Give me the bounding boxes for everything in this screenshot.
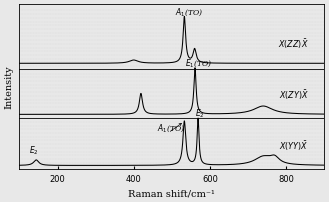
Text: $E_2$: $E_2$ bbox=[29, 144, 38, 156]
Text: $X(ZY)\bar{X}$: $X(ZY)\bar{X}$ bbox=[279, 88, 309, 102]
Text: $X(ZZ)\bar{X}$: $X(ZZ)\bar{X}$ bbox=[278, 37, 309, 51]
Text: $E_2$: $E_2$ bbox=[195, 107, 205, 119]
Text: $A_1$(TO): $A_1$(TO) bbox=[175, 6, 203, 18]
Text: $X(YY)\bar{X}$: $X(YY)\bar{X}$ bbox=[279, 139, 309, 153]
Y-axis label: Intensity: Intensity bbox=[5, 65, 14, 108]
Text: $E_1$(TO): $E_1$(TO) bbox=[186, 57, 213, 69]
Text: $A_1$(TO): $A_1$(TO) bbox=[157, 121, 186, 133]
X-axis label: Raman shift/cm⁻¹: Raman shift/cm⁻¹ bbox=[128, 188, 215, 197]
